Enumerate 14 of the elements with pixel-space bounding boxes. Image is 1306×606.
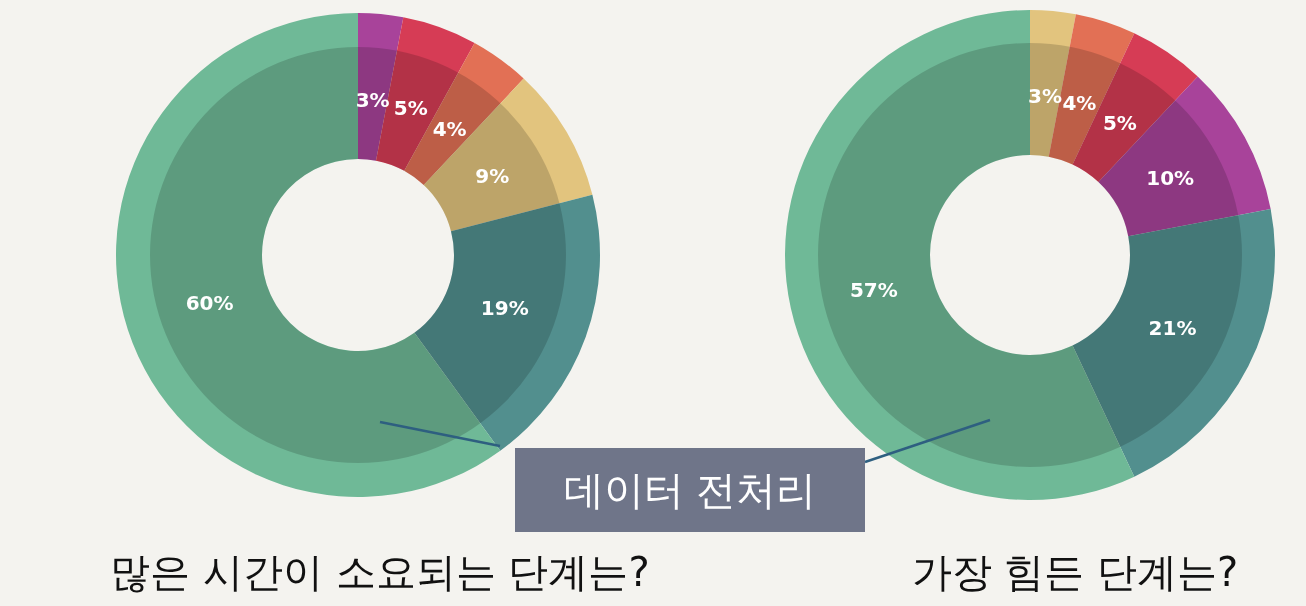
data-label: 3% — [355, 87, 390, 112]
text: 많은 시간이 소요되는 단계는? — [110, 549, 650, 595]
data-label: 10% — [1146, 165, 1195, 190]
data-label: 21% — [1148, 315, 1197, 340]
data-label: 5% — [393, 96, 428, 121]
text: 가장 힘든 단계는? — [911, 549, 1239, 595]
data-label: 60% — [185, 291, 234, 316]
data-label: 57% — [849, 277, 898, 302]
data-label: 4% — [432, 116, 467, 141]
slice-label: 데이터 전처리 — [563, 467, 817, 513]
data-label: 19% — [480, 295, 529, 320]
data-label: 9% — [475, 163, 510, 188]
data-label: 5% — [1102, 110, 1137, 135]
data-label: 4% — [1062, 90, 1097, 115]
